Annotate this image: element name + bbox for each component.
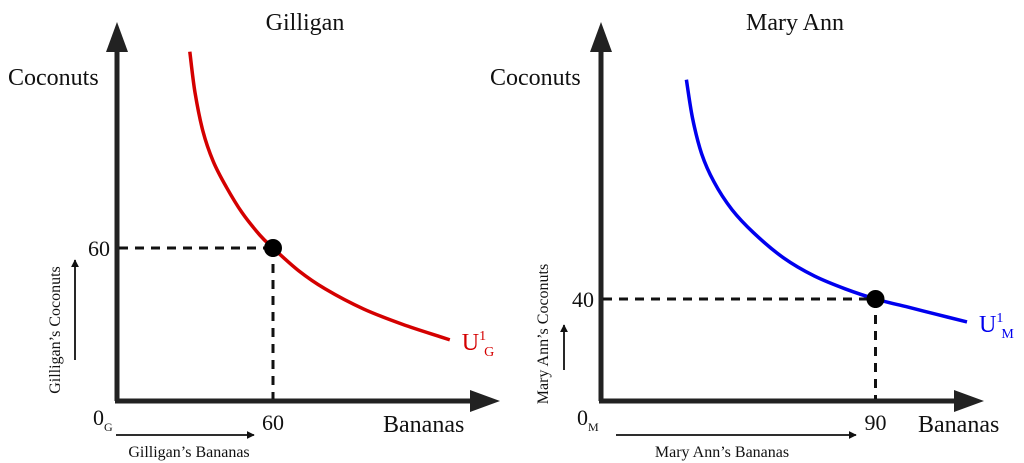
maryann-panel: Mary Ann Coconuts Bananas 0M 40 90 U1 M M… — [490, 10, 1014, 461]
gilligan-y-axis-label: Coconuts — [8, 65, 99, 91]
maryann-x-axis-label: Bananas — [918, 412, 999, 438]
maryann-optimal-point — [866, 290, 885, 308]
maryann-y-tick-label: 40 — [572, 287, 594, 312]
gilligan-origin-label: 0G — [93, 405, 113, 434]
maryann-title: Mary Ann — [746, 10, 844, 36]
gilligan-y-axis-arrowhead — [106, 22, 128, 52]
maryann-x-axis-arrowhead — [954, 390, 984, 412]
gilligan-bananas-label: Gilligan’s Bananas — [128, 444, 249, 461]
maryann-origin-label: 0M — [577, 405, 599, 434]
gilligan-coconuts-label: Gilligan’s Coconuts — [47, 266, 64, 394]
gilligan-optimal-point — [264, 239, 282, 257]
gilligan-y-tick-label: 60 — [88, 236, 110, 261]
maryann-x-tick-label: 90 — [865, 410, 887, 435]
maryann-coconuts-label: Mary Ann’s Coconuts — [535, 264, 552, 404]
gilligan-x-axis-arrowhead — [470, 390, 500, 412]
gilligan-x-axis-label: Bananas — [383, 412, 464, 438]
gilligan-x-tick-label: 60 — [262, 410, 284, 435]
maryann-axes — [590, 22, 984, 412]
gilligan-title: Gilligan — [266, 10, 345, 36]
maryann-curve-label: U1 M — [979, 311, 1014, 342]
maryann-y-axis-arrowhead — [590, 22, 612, 52]
gilligan-axes — [106, 22, 500, 412]
maryann-indifference-curve — [684, 79, 968, 324]
maryann-y-axis-label: Coconuts — [490, 65, 581, 91]
gilligan-panel: Gilligan Coconuts Bananas 0G 60 60 U1 G G… — [8, 10, 500, 461]
gilligan-indifference-curve — [188, 51, 451, 342]
gilligan-curve-label: U1 G — [462, 329, 494, 360]
maryann-bananas-label: Mary Ann’s Bananas — [655, 444, 789, 461]
